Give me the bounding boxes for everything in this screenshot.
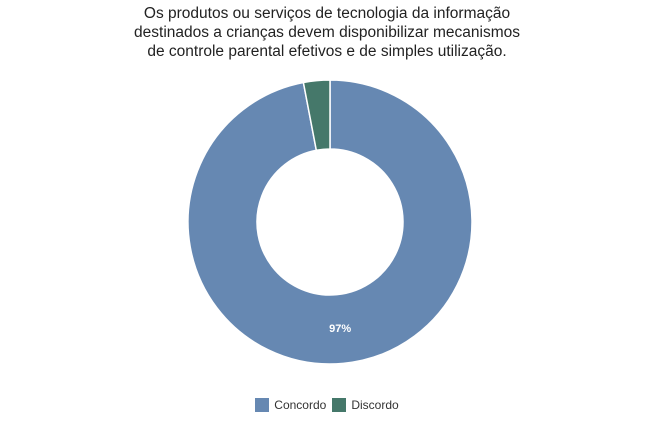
legend-swatch-concordo (255, 398, 270, 412)
slice-concordo[interactable] (187, 79, 473, 365)
chart-legend: Concordo Discordo (0, 398, 654, 412)
legend-item-concordo[interactable]: Concordo (255, 398, 326, 412)
legend-swatch-discordo (332, 398, 347, 412)
legend-item-discordo[interactable]: Discordo (332, 398, 399, 412)
chart-title-line-1: Os produtos ou serviços de tecnologia da… (143, 5, 511, 22)
chart-title: Os produtos ou serviços de tecnologia da… (0, 4, 654, 61)
chart-title-line-2: destinados a crianças devem disponibiliz… (134, 24, 520, 41)
legend-label-discordo: Discordo (351, 398, 399, 412)
chart-title-line-3: de controle parental efetivos e de simpl… (147, 43, 507, 60)
slice-discordo[interactable] (302, 79, 331, 152)
slice-label-concordo: 97% (329, 323, 352, 336)
legend-label-concordo: Concordo (274, 398, 327, 412)
